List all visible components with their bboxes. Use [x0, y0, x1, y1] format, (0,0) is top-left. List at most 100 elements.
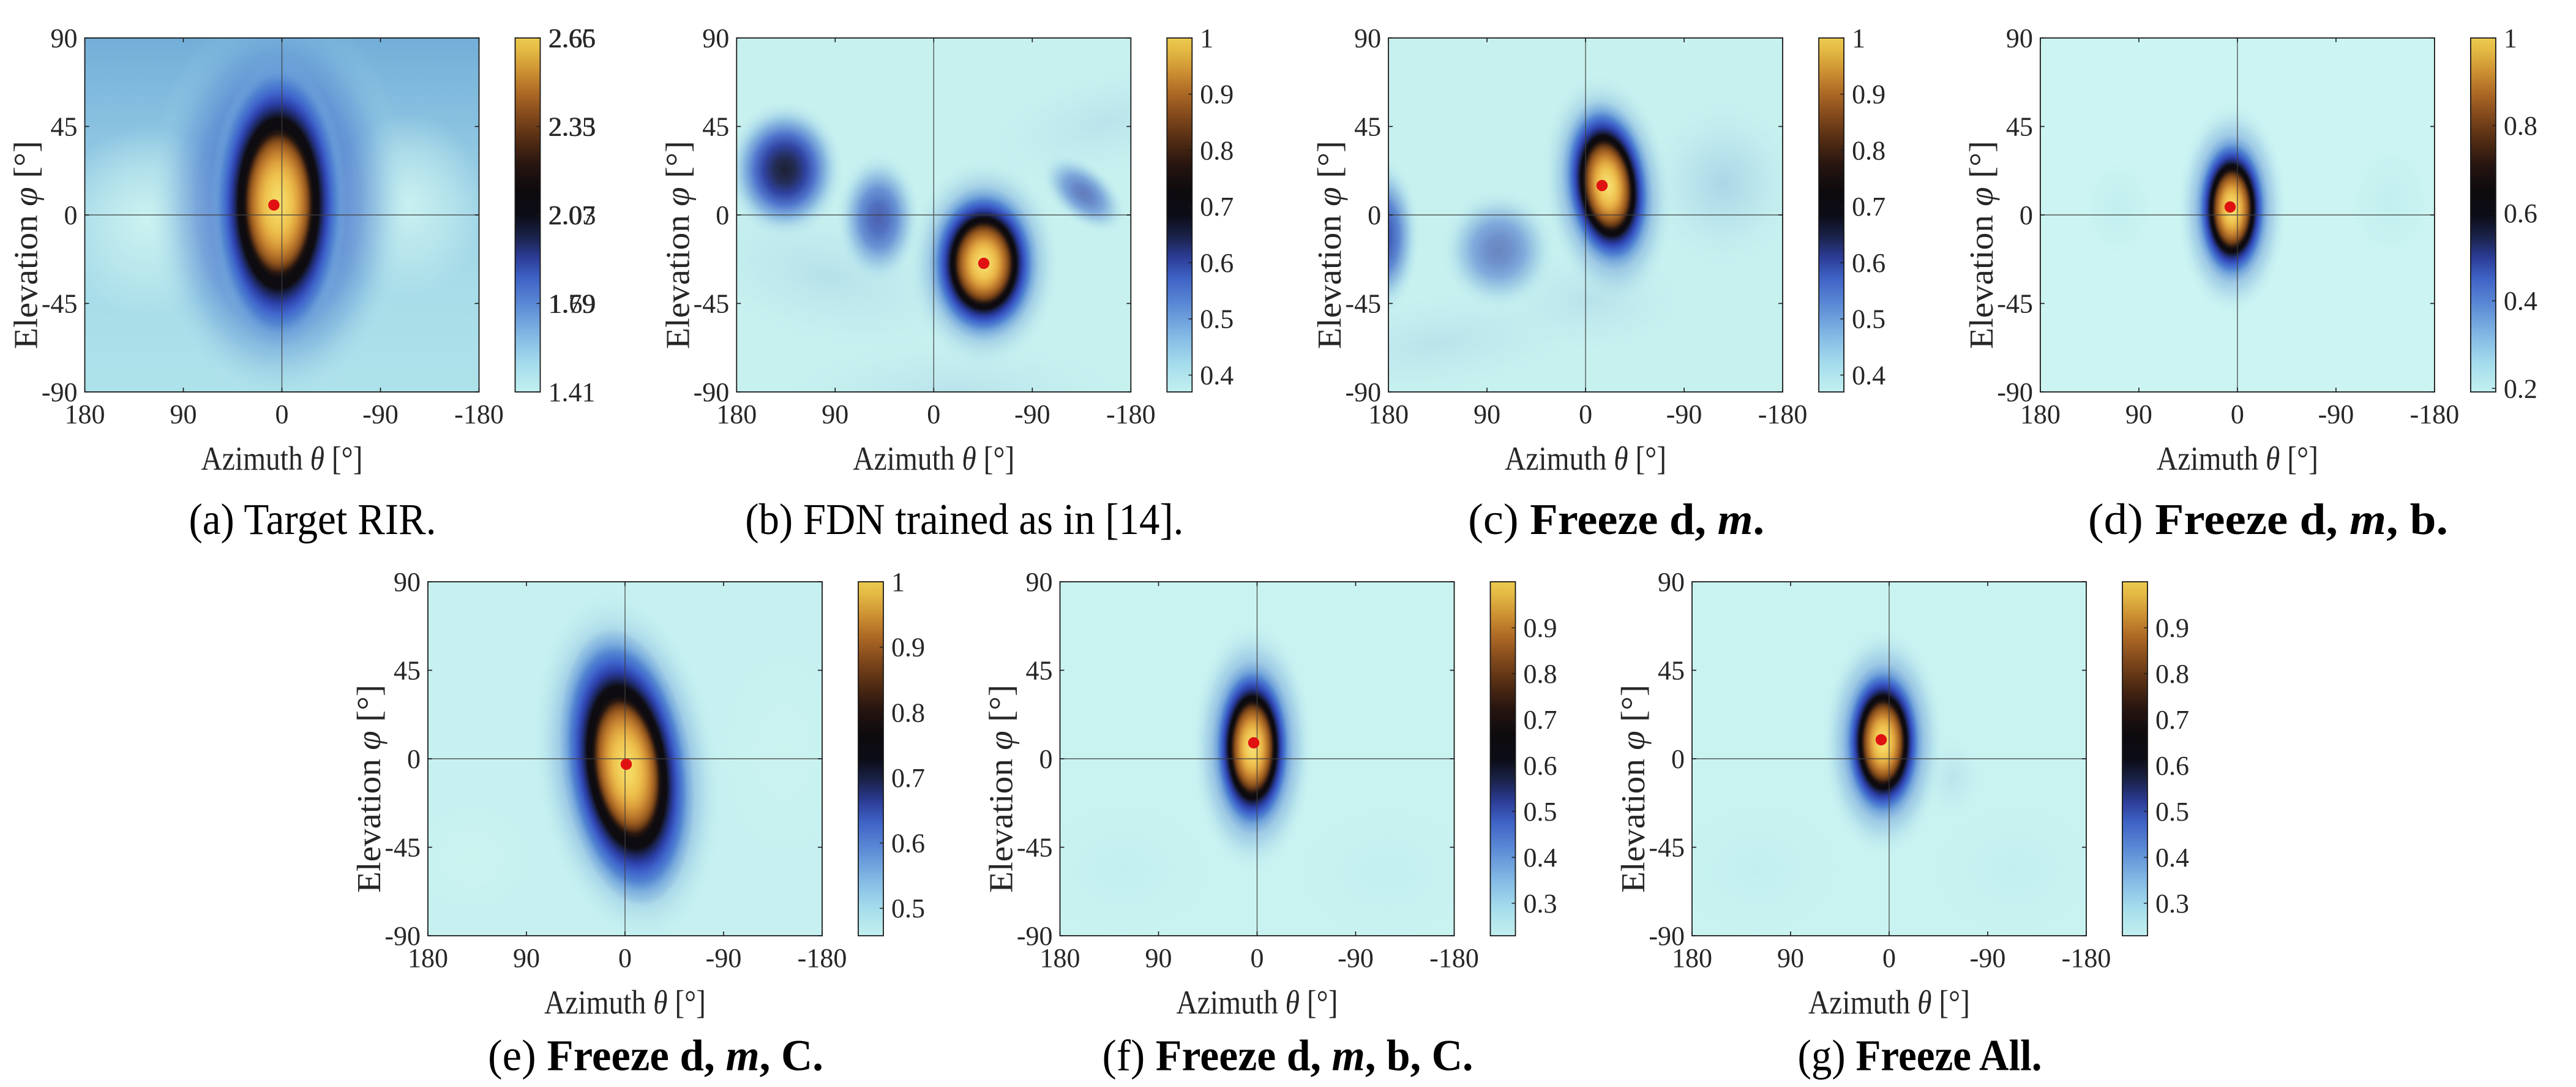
- svg-text:0.8: 0.8: [1852, 135, 1885, 165]
- svg-text:-90: -90: [1345, 377, 1381, 407]
- svg-text:0.8: 0.8: [2155, 659, 2189, 689]
- svg-text:-90: -90: [362, 399, 399, 429]
- svg-text:0.3: 0.3: [1524, 889, 1557, 919]
- svg-text:-90: -90: [1649, 921, 1685, 951]
- svg-text:1.69: 1.69: [549, 289, 596, 319]
- svg-text:0.4: 0.4: [1524, 843, 1557, 873]
- svg-text:0.9: 0.9: [891, 633, 925, 663]
- svg-text:-180: -180: [1429, 943, 1479, 973]
- svg-text:0.4: 0.4: [1852, 360, 1885, 390]
- svg-text:180: 180: [65, 399, 105, 429]
- svg-text:0.9: 0.9: [1852, 80, 1885, 110]
- svg-text:-90: -90: [694, 377, 730, 407]
- svg-text:0.7: 0.7: [2155, 705, 2189, 735]
- svg-text:90: 90: [1145, 943, 1172, 973]
- svg-text:-90: -90: [1997, 377, 2033, 407]
- svg-text:180: 180: [1368, 399, 1409, 429]
- svg-text:0.6: 0.6: [1524, 751, 1557, 781]
- svg-text:0.8: 0.8: [2504, 111, 2537, 141]
- svg-text:-90: -90: [1017, 921, 1053, 951]
- svg-text:90: 90: [2125, 399, 2152, 429]
- svg-text:0.5: 0.5: [891, 893, 925, 923]
- svg-text:1: 1: [1200, 23, 1213, 53]
- svg-text:0.7: 0.7: [1852, 192, 1885, 222]
- svg-text:-180: -180: [1758, 399, 1808, 429]
- svg-text:Azimuth θ [°]: Azimuth θ [°]: [1177, 984, 1338, 1021]
- svg-text:0.4: 0.4: [1200, 360, 1234, 390]
- svg-text:(b) FDN trained as in [14].: (b) FDN trained as in [14].: [745, 495, 1183, 544]
- svg-text:Elevation φ [°]: Elevation φ [°]: [7, 141, 45, 349]
- svg-text:Azimuth θ [°]: Azimuth θ [°]: [2157, 440, 2318, 477]
- svg-text:-90: -90: [42, 377, 78, 407]
- svg-text:0.8: 0.8: [891, 698, 925, 728]
- svg-text:(d) Freeze d, m, b.: (d) Freeze d, m, b.: [2088, 495, 2448, 544]
- svg-text:(c) Freeze d, m.: (c) Freeze d, m.: [1468, 495, 1764, 544]
- svg-text:-45: -45: [1997, 289, 2033, 319]
- svg-text:180: 180: [1672, 943, 1712, 973]
- svg-text:0.5: 0.5: [2155, 797, 2189, 827]
- svg-text:90: 90: [51, 23, 78, 53]
- svg-text:-90: -90: [1970, 943, 2006, 973]
- svg-text:0.7: 0.7: [891, 763, 925, 793]
- svg-text:(a) Target RIR.: (a) Target RIR.: [189, 495, 436, 544]
- svg-text:0.4: 0.4: [2504, 286, 2537, 316]
- svg-text:-90: -90: [1338, 943, 1374, 973]
- svg-text:-180: -180: [798, 943, 847, 973]
- svg-text:Elevation φ [°]: Elevation φ [°]: [350, 685, 388, 893]
- svg-text:90: 90: [170, 399, 197, 429]
- svg-text:-90: -90: [706, 943, 742, 973]
- svg-text:0: 0: [1368, 200, 1381, 230]
- svg-text:2.35: 2.35: [549, 112, 596, 142]
- svg-text:2.03: 2.03: [549, 200, 596, 230]
- svg-text:90: 90: [1777, 943, 1804, 973]
- svg-text:-45: -45: [42, 289, 78, 319]
- svg-text:(g) Freeze All.: (g) Freeze All.: [1798, 1031, 2042, 1080]
- svg-text:Azimuth θ [°]: Azimuth θ [°]: [1505, 440, 1666, 477]
- svg-text:-45: -45: [1345, 289, 1381, 319]
- svg-text:Elevation φ [°]: Elevation φ [°]: [1963, 141, 2000, 349]
- svg-text:180: 180: [2020, 399, 2061, 429]
- svg-text:Elevation φ [°]: Elevation φ [°]: [1311, 141, 1348, 349]
- svg-text:45: 45: [51, 112, 78, 142]
- svg-text:0: 0: [927, 399, 940, 429]
- svg-text:0.4: 0.4: [2155, 843, 2189, 873]
- svg-text:90: 90: [1354, 23, 1381, 53]
- svg-text:0.2: 0.2: [2504, 374, 2537, 404]
- svg-text:0: 0: [1671, 744, 1685, 774]
- svg-text:-180: -180: [2062, 943, 2111, 973]
- svg-text:Azimuth θ [°]: Azimuth θ [°]: [853, 440, 1014, 477]
- svg-text:90: 90: [1026, 567, 1053, 597]
- svg-text:2.66: 2.66: [549, 23, 596, 53]
- svg-text:0.9: 0.9: [1524, 613, 1557, 643]
- svg-text:45: 45: [702, 112, 729, 142]
- svg-text:-180: -180: [454, 399, 504, 429]
- svg-text:0.5: 0.5: [1524, 797, 1557, 827]
- svg-text:0: 0: [275, 399, 289, 429]
- svg-text:90: 90: [513, 943, 540, 973]
- svg-text:-90: -90: [2318, 399, 2354, 429]
- svg-text:0.9: 0.9: [1200, 80, 1234, 110]
- svg-text:-45: -45: [694, 289, 730, 319]
- svg-text:90: 90: [702, 23, 729, 53]
- svg-text:0.6: 0.6: [2155, 751, 2189, 781]
- svg-text:0: 0: [618, 943, 632, 973]
- svg-text:90: 90: [822, 399, 848, 429]
- svg-text:45: 45: [1658, 656, 1685, 686]
- svg-text:45: 45: [2006, 112, 2033, 142]
- svg-text:90: 90: [394, 567, 421, 597]
- svg-text:45: 45: [1354, 112, 1381, 142]
- svg-text:0: 0: [1579, 399, 1592, 429]
- svg-text:0: 0: [407, 744, 421, 774]
- svg-text:1: 1: [891, 567, 905, 597]
- svg-text:Elevation φ [°]: Elevation φ [°]: [1614, 685, 1652, 893]
- svg-text:0.3: 0.3: [2155, 889, 2189, 919]
- svg-text:0: 0: [716, 200, 729, 230]
- svg-text:0: 0: [2231, 399, 2244, 429]
- svg-text:0: 0: [2020, 200, 2033, 230]
- svg-text:0.6: 0.6: [1200, 248, 1234, 278]
- svg-text:0.7: 0.7: [1524, 705, 1557, 735]
- svg-text:-45: -45: [384, 833, 421, 863]
- svg-text:-45: -45: [1649, 833, 1685, 863]
- svg-text:0: 0: [1251, 943, 1264, 973]
- svg-text:-90: -90: [1666, 399, 1702, 429]
